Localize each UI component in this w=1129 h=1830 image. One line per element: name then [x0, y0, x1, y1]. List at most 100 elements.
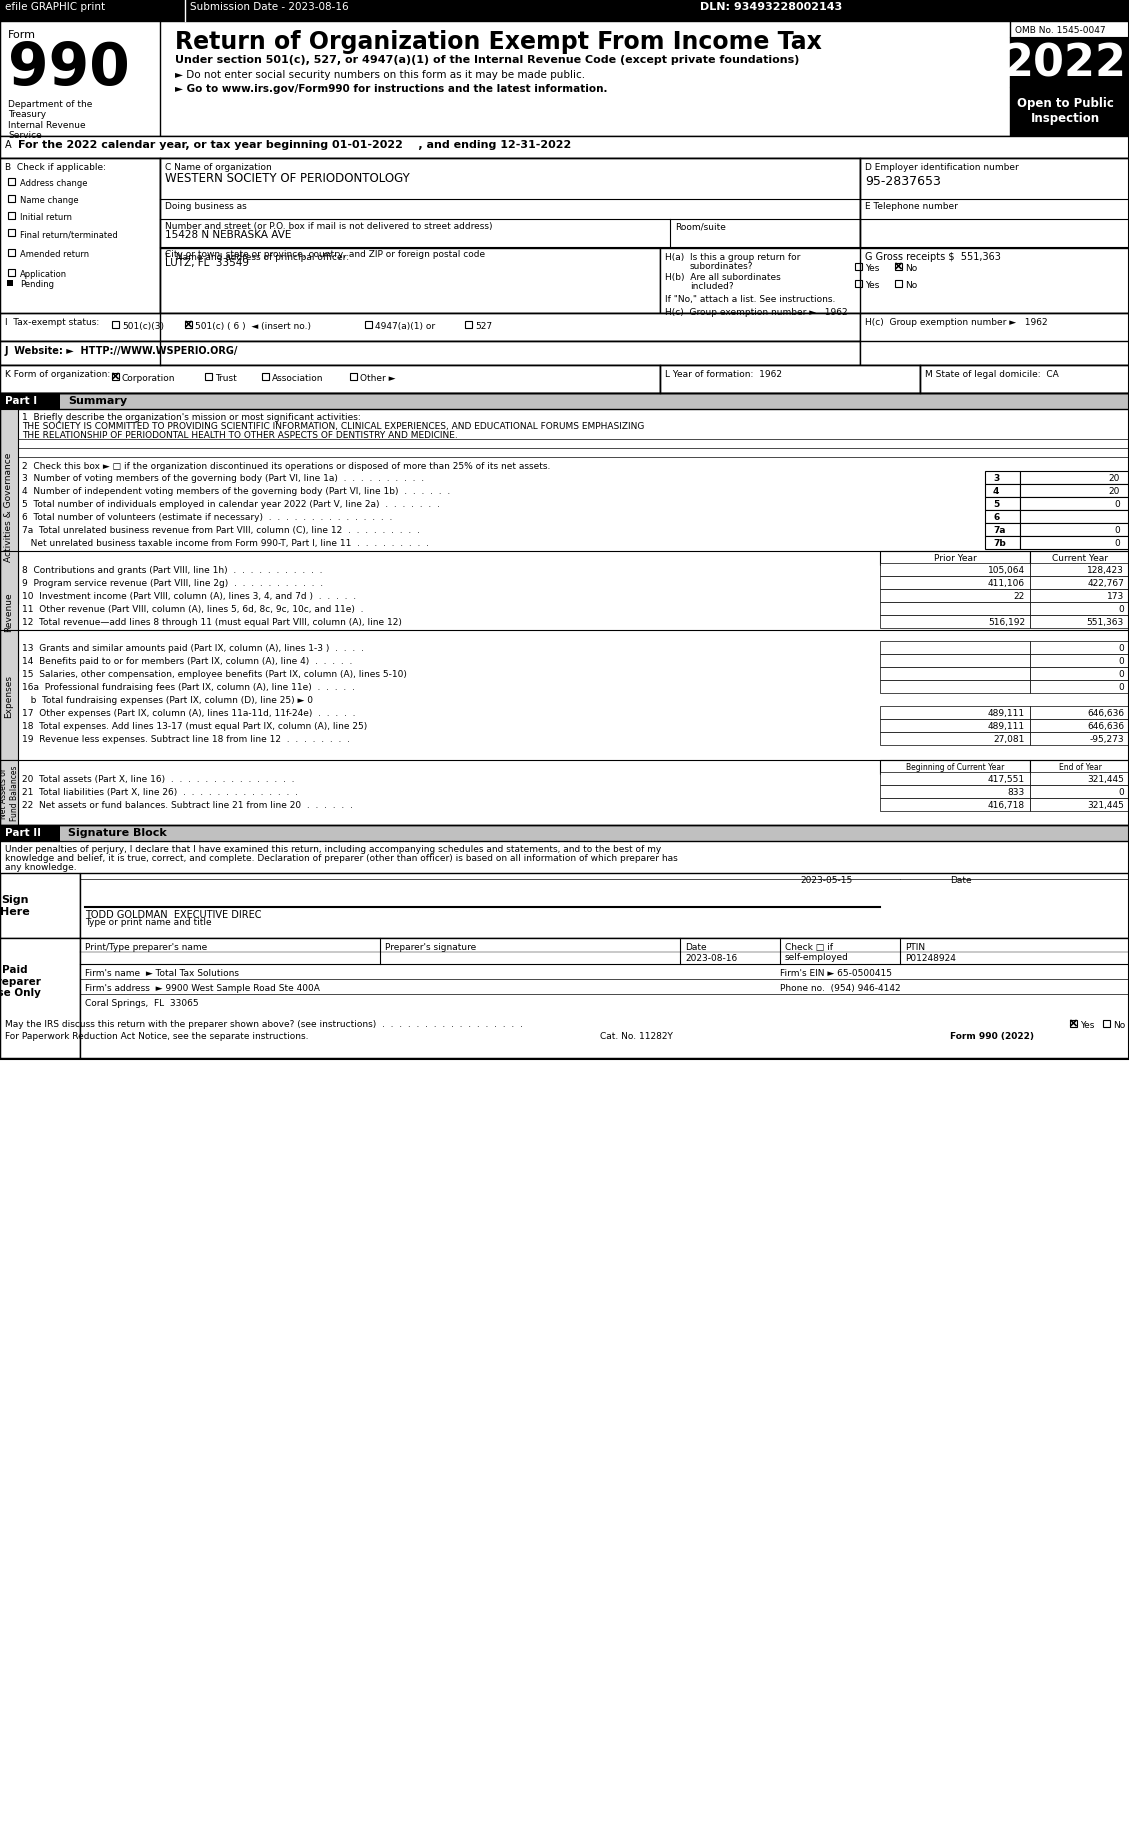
Text: For Paperwork Reduction Act Notice, see the separate instructions.: For Paperwork Reduction Act Notice, see … — [5, 1032, 308, 1041]
Bar — [860, 159, 1129, 249]
Text: Initial return: Initial return — [20, 212, 72, 221]
Bar — [879, 772, 1030, 785]
Text: K Form of organization:: K Form of organization: — [5, 370, 111, 379]
Text: Paid
Preparer
Use Only: Paid Preparer Use Only — [0, 964, 41, 997]
Text: If "No," attach a list. See instructions.: If "No," attach a list. See instructions… — [665, 295, 835, 304]
Bar — [879, 655, 1030, 668]
Text: 527: 527 — [475, 322, 492, 331]
Text: Yes: Yes — [865, 280, 879, 289]
Text: Part I: Part I — [5, 395, 37, 406]
Bar — [1019, 485, 1129, 498]
Bar — [185, 322, 192, 328]
Bar — [1019, 511, 1129, 523]
Text: 417,551: 417,551 — [988, 774, 1025, 783]
Bar — [0, 159, 160, 339]
Bar — [984, 498, 1019, 511]
Text: 7a  Total unrelated business revenue from Part VIII, column (C), line 12  .  .  : 7a Total unrelated business revenue from… — [21, 525, 420, 534]
Text: H(a)  Is this a group return for: H(a) Is this a group return for — [665, 253, 800, 262]
Bar — [1030, 719, 1129, 732]
Bar — [879, 615, 1030, 630]
Text: TODD GOLDMAN  EXECUTIVE DIREC: TODD GOLDMAN EXECUTIVE DIREC — [85, 910, 262, 919]
Text: 501(c) ( 6 )  ◄ (insert no.): 501(c) ( 6 ) ◄ (insert no.) — [195, 322, 310, 331]
Bar — [0, 22, 1129, 137]
Text: Phone no.  (954) 946-4142: Phone no. (954) 946-4142 — [780, 983, 901, 992]
Bar — [112, 373, 119, 381]
Text: Preparer's signature: Preparer's signature — [385, 942, 476, 952]
Text: 516,192: 516,192 — [988, 619, 1025, 626]
Bar — [1103, 1019, 1110, 1027]
Bar — [0, 0, 1129, 22]
Bar — [7, 280, 14, 287]
Text: 4: 4 — [994, 487, 999, 496]
Bar — [879, 589, 1030, 602]
Bar — [0, 137, 1129, 159]
Text: Number and street (or P.O. box if mail is not delivered to street address): Number and street (or P.O. box if mail i… — [165, 221, 492, 231]
Bar — [0, 313, 860, 342]
Text: City or town, state or province, country, and ZIP or foreign postal code: City or town, state or province, country… — [165, 251, 485, 258]
Bar — [984, 523, 1019, 536]
Text: Under section 501(c), 527, or 4947(a)(1) of the Internal Revenue Code (except pr: Under section 501(c), 527, or 4947(a)(1)… — [175, 55, 799, 64]
Bar — [879, 564, 1030, 576]
Bar — [8, 229, 15, 236]
Text: 2022: 2022 — [1003, 42, 1127, 84]
Text: Association: Association — [272, 373, 324, 382]
Bar — [8, 249, 15, 256]
Bar — [984, 485, 1019, 498]
Text: WESTERN SOCIETY OF PERIODONTOLOGY: WESTERN SOCIETY OF PERIODONTOLOGY — [165, 172, 410, 185]
Bar — [879, 681, 1030, 694]
Text: knowledge and belief, it is true, correct, and complete. Declaration of preparer: knowledge and belief, it is true, correc… — [5, 853, 677, 862]
Text: Coral Springs,  FL  33065: Coral Springs, FL 33065 — [85, 999, 199, 1008]
Bar — [1030, 602, 1129, 615]
Text: 2023-05-15: 2023-05-15 — [800, 875, 852, 884]
Bar — [0, 0, 1129, 1060]
Bar — [1010, 38, 1129, 88]
Bar — [0, 410, 18, 604]
Bar — [879, 668, 1030, 681]
Text: Beginning of Current Year: Beginning of Current Year — [905, 763, 1004, 772]
Text: Firm's address  ► 9900 West Sample Road Ste 400A: Firm's address ► 9900 West Sample Road S… — [85, 983, 320, 992]
Bar — [1030, 772, 1129, 785]
Bar — [80, 939, 1129, 1058]
Bar — [160, 249, 660, 313]
Text: M State of legal domicile:  CA: M State of legal domicile: CA — [925, 370, 1059, 379]
Text: Corporation: Corporation — [122, 373, 175, 382]
Text: 551,363: 551,363 — [1087, 619, 1124, 626]
Text: 321,445: 321,445 — [1087, 774, 1124, 783]
Text: OMB No. 1545-0047: OMB No. 1545-0047 — [1015, 26, 1105, 35]
Bar — [1010, 22, 1129, 137]
Bar — [1030, 615, 1129, 630]
Bar — [160, 159, 860, 249]
Text: D Employer identification number: D Employer identification number — [865, 163, 1018, 172]
Text: 16a  Professional fundraising fees (Part IX, column (A), line 11e)  .  .  .  .  : 16a Professional fundraising fees (Part … — [21, 683, 355, 692]
Bar — [0, 393, 1129, 825]
Text: 5: 5 — [994, 500, 999, 509]
Text: 7b: 7b — [994, 538, 1006, 547]
Bar — [1030, 706, 1129, 719]
Text: 22: 22 — [1014, 591, 1025, 600]
Bar — [0, 873, 80, 939]
Text: Address change: Address change — [20, 179, 88, 188]
Text: -95,273: -95,273 — [1089, 734, 1124, 743]
Text: 11  Other revenue (Part VIII, column (A), lines 5, 6d, 8c, 9c, 10c, and 11e)  .: 11 Other revenue (Part VIII, column (A),… — [21, 604, 364, 613]
Bar — [1030, 732, 1129, 745]
Text: Room/suite: Room/suite — [675, 221, 726, 231]
Text: 173: 173 — [1106, 591, 1124, 600]
Text: 0: 0 — [1114, 500, 1120, 509]
Text: 489,111: 489,111 — [988, 721, 1025, 730]
Text: P01248924: P01248924 — [905, 953, 956, 963]
Text: 9  Program service revenue (Part VIII, line 2g)  .  .  .  .  .  .  .  .  .  .  .: 9 Program service revenue (Part VIII, li… — [21, 578, 323, 587]
Text: 4  Number of independent voting members of the governing body (Part VI, line 1b): 4 Number of independent voting members o… — [21, 487, 450, 496]
Bar — [0, 342, 860, 366]
Text: Yes: Yes — [865, 264, 879, 273]
Text: Open to Public
Inspection: Open to Public Inspection — [1016, 97, 1113, 124]
Bar — [1019, 498, 1129, 511]
Bar — [879, 642, 1030, 655]
Bar — [8, 178, 15, 185]
Bar — [0, 366, 660, 393]
Text: 2023-08-16: 2023-08-16 — [685, 953, 737, 963]
Bar — [1010, 88, 1129, 137]
Text: Summary: Summary — [68, 395, 128, 406]
Bar — [879, 719, 1030, 732]
Text: 22  Net assets or fund balances. Subtract line 21 from line 20  .  .  .  .  .  .: 22 Net assets or fund balances. Subtract… — [21, 800, 353, 809]
Text: DLN: 93493228002143: DLN: 93493228002143 — [700, 2, 842, 13]
